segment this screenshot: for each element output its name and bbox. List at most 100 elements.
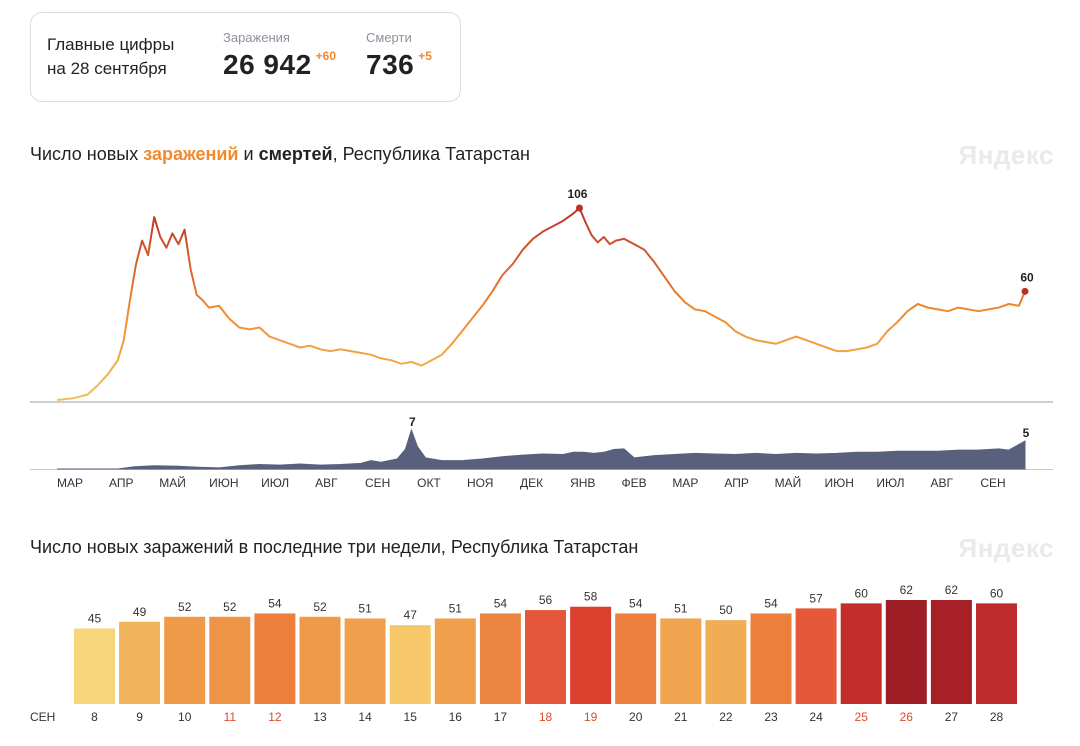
cases-deaths-chart: 106 60 7 5 МАР АПР МАЙ ИЮН ИЮЛ АВГ СЕН ОКТ НОЯ ДЕК ЯНВ… <box>30 187 1053 490</box>
bar <box>389 625 431 704</box>
x-tick-label: МАЙ <box>775 475 802 490</box>
bar-value-label: 54 <box>268 596 282 610</box>
bar <box>615 613 657 704</box>
bar <box>930 600 972 704</box>
cases-stat: Заражения 26 942 +60 <box>223 30 336 81</box>
bar <box>570 606 612 704</box>
bar-category-label: 8 <box>91 710 98 724</box>
bar <box>885 600 927 704</box>
bar-value-label: 54 <box>629 596 643 610</box>
x-tick-label: МАР <box>57 476 83 490</box>
bar <box>479 613 521 704</box>
bar <box>660 618 702 704</box>
bar <box>344 618 386 704</box>
bar-category-label: 27 <box>945 710 959 724</box>
bar-category-label: 21 <box>674 710 688 724</box>
bar-category-label: 18 <box>539 710 553 724</box>
bar <box>164 616 206 704</box>
bar-value-label: 60 <box>855 586 869 600</box>
x-tick-label: СЕН <box>980 476 1005 490</box>
deaths-value: 736 <box>366 49 415 80</box>
x-tick-label: АПР <box>109 476 134 490</box>
x-tick-label: ИЮН <box>209 476 238 490</box>
bar-category-label: 11 <box>224 710 237 724</box>
bar-value-label: 54 <box>764 596 778 610</box>
yandex-watermark-2: Яндекс <box>958 533 1054 563</box>
bar <box>976 603 1017 704</box>
bar-value-label: 51 <box>674 601 688 615</box>
bar-value-label: 51 <box>449 601 463 615</box>
deaths-area <box>57 428 1026 470</box>
x-tick-label: АВГ <box>930 476 953 490</box>
bar <box>254 613 296 704</box>
bar-value-label: 52 <box>178 600 192 614</box>
bar-category-label: 9 <box>136 710 143 724</box>
bar <box>434 618 476 704</box>
cases-delta: +60 <box>315 49 336 63</box>
x-tick-label: ОКТ <box>417 476 441 490</box>
x-tick-label: НОЯ <box>467 476 493 490</box>
deaths-delta: +5 <box>418 49 432 63</box>
cases-last-dot <box>1021 287 1029 295</box>
x-tick-label: ИЮЛ <box>876 476 904 490</box>
bar-value-label: 47 <box>404 608 418 622</box>
yandex-watermark: Яндекс <box>958 140 1054 170</box>
cases-peak-label: 106 <box>567 187 587 201</box>
chart1-title-cases: заражений <box>143 144 239 164</box>
x-tick-label: АПР <box>724 476 749 490</box>
chart1-title-deaths: смертей <box>258 144 333 164</box>
bar-category-label: 25 <box>855 710 869 724</box>
bar <box>119 621 161 704</box>
x-tick-label: ФЕВ <box>621 476 646 490</box>
three-weeks-bar-chart: СЕН 45 8 49 9 52 10 52 11 54 12 52 13 51 14 47 15 51 16 54 1… <box>30 583 1017 724</box>
summary-card: Главные цифры на 28 сентября Заражения 2… <box>30 12 461 102</box>
chart1-title: Число новых заражений и смертей, Республ… <box>30 144 530 164</box>
bar-value-label: 52 <box>313 600 327 614</box>
x-tick-label: ИЮЛ <box>261 476 289 490</box>
x-tick-label: МАЙ <box>159 475 186 490</box>
x-tick-label: ИЮН <box>824 476 853 490</box>
cases-line <box>56 207 1026 401</box>
bar-value-label: 50 <box>719 603 733 617</box>
bar-category-label: 16 <box>449 710 463 724</box>
bar-category-label: 17 <box>494 710 508 724</box>
cases-peak-dot <box>575 204 583 212</box>
bar-category-label: 23 <box>764 710 778 724</box>
bar-category-label: 28 <box>990 710 1004 724</box>
x-tick-label: ДЕК <box>520 476 543 490</box>
x-tick-label: СЕН <box>365 476 390 490</box>
bar-value-label: 49 <box>133 605 147 619</box>
bar-value-label: 52 <box>223 600 237 614</box>
cases-label: Заражения <box>223 30 290 45</box>
bar <box>840 603 882 704</box>
bar-category-label: 22 <box>719 710 733 724</box>
bar-month-label: СЕН <box>30 710 55 724</box>
bar-value-label: 57 <box>809 591 823 605</box>
bar <box>795 608 837 704</box>
bar-value-label: 54 <box>494 596 508 610</box>
x-tick-label: АВГ <box>315 476 338 490</box>
x-tick-label: МАР <box>672 476 698 490</box>
summary-heading: Главные цифры на 28 сентября <box>47 35 175 78</box>
bar-category-label: 15 <box>404 710 418 724</box>
bar-value-label: 62 <box>945 583 959 597</box>
bar-value-label: 62 <box>900 583 914 597</box>
bar-value-label: 51 <box>358 601 372 615</box>
bar-category-label: 10 <box>178 710 192 724</box>
bar-category-label: 20 <box>629 710 643 724</box>
bar-category-label: 14 <box>358 710 372 724</box>
bar <box>209 616 251 704</box>
bar-category-label: 24 <box>809 710 823 724</box>
chart2-title: Число новых заражений в последние три не… <box>30 537 639 557</box>
bar-value-label: 58 <box>584 590 598 604</box>
bar <box>525 610 566 704</box>
deaths-last-label: 5 <box>1023 426 1030 440</box>
deaths-label: Смерти <box>366 30 412 45</box>
deaths-peak-label: 7 <box>409 415 416 429</box>
bar-category-label: 26 <box>900 710 914 724</box>
bar-value-label: 56 <box>539 593 553 607</box>
cases-last-label: 60 <box>1020 270 1034 284</box>
bar-category-label: 12 <box>268 710 282 724</box>
x-tick-label: ЯНВ <box>570 476 595 490</box>
